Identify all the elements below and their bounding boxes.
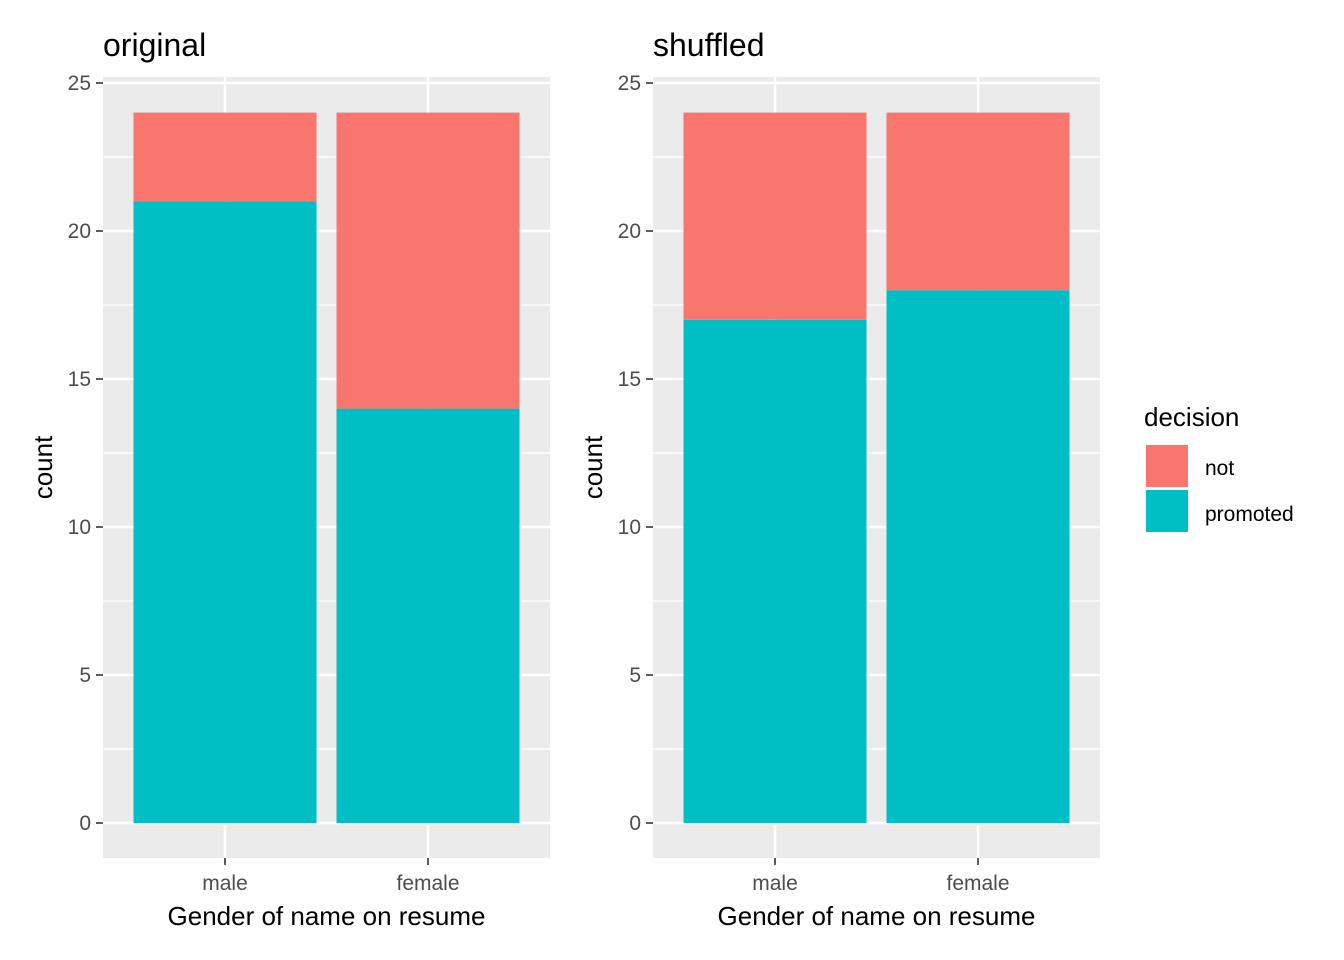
chart-title: original <box>103 27 206 63</box>
chart-panel-0: 0 5 10 15 20 25 male female original Gender of na… <box>28 27 550 931</box>
y-tick-label: 15 <box>618 368 641 391</box>
legend-key-not <box>1144 443 1190 489</box>
legend-label-promoted: promoted <box>1205 503 1294 526</box>
bar-not-female <box>336 112 520 409</box>
x-tick-label: male <box>752 872 798 895</box>
legend-key-promoted <box>1144 488 1190 534</box>
legend: decision not promoted <box>1144 402 1294 534</box>
y-axis-title: count <box>28 435 58 499</box>
y-tick-label: 25 <box>618 72 641 95</box>
x-tick-label: female <box>946 872 1009 895</box>
y-tick-label: 15 <box>68 368 91 391</box>
bar-promoted-female <box>886 290 1070 823</box>
bar-promoted-male <box>133 201 317 823</box>
legend-label-not: not <box>1205 457 1234 480</box>
bar-not-male <box>133 112 317 202</box>
y-tick-label: 5 <box>629 664 641 687</box>
y-axis-title: count <box>578 435 608 499</box>
y-tick-label: 20 <box>68 220 91 243</box>
y-tick-label: 25 <box>68 72 91 95</box>
bar-not-male <box>683 112 867 320</box>
legend-title: decision <box>1144 402 1239 432</box>
x-axis-title: Gender of name on resume <box>168 901 486 931</box>
chart-title: shuffled <box>653 27 765 63</box>
y-tick-label: 0 <box>629 812 641 835</box>
bar-not-female <box>886 112 1070 291</box>
x-tick-label: male <box>202 872 248 895</box>
y-tick-label: 10 <box>68 516 91 539</box>
bar-promoted-female <box>336 408 520 823</box>
y-tick-label: 5 <box>79 664 91 687</box>
x-axis-title: Gender of name on resume <box>718 901 1036 931</box>
y-tick-label: 20 <box>618 220 641 243</box>
y-tick-label: 10 <box>618 516 641 539</box>
y-tick-label: 0 <box>79 812 91 835</box>
x-tick-label: female <box>396 872 459 895</box>
chart-panel-1: 0 5 10 15 20 25 male female shuffled Gender of na… <box>578 27 1100 931</box>
bar-promoted-male <box>683 319 867 823</box>
